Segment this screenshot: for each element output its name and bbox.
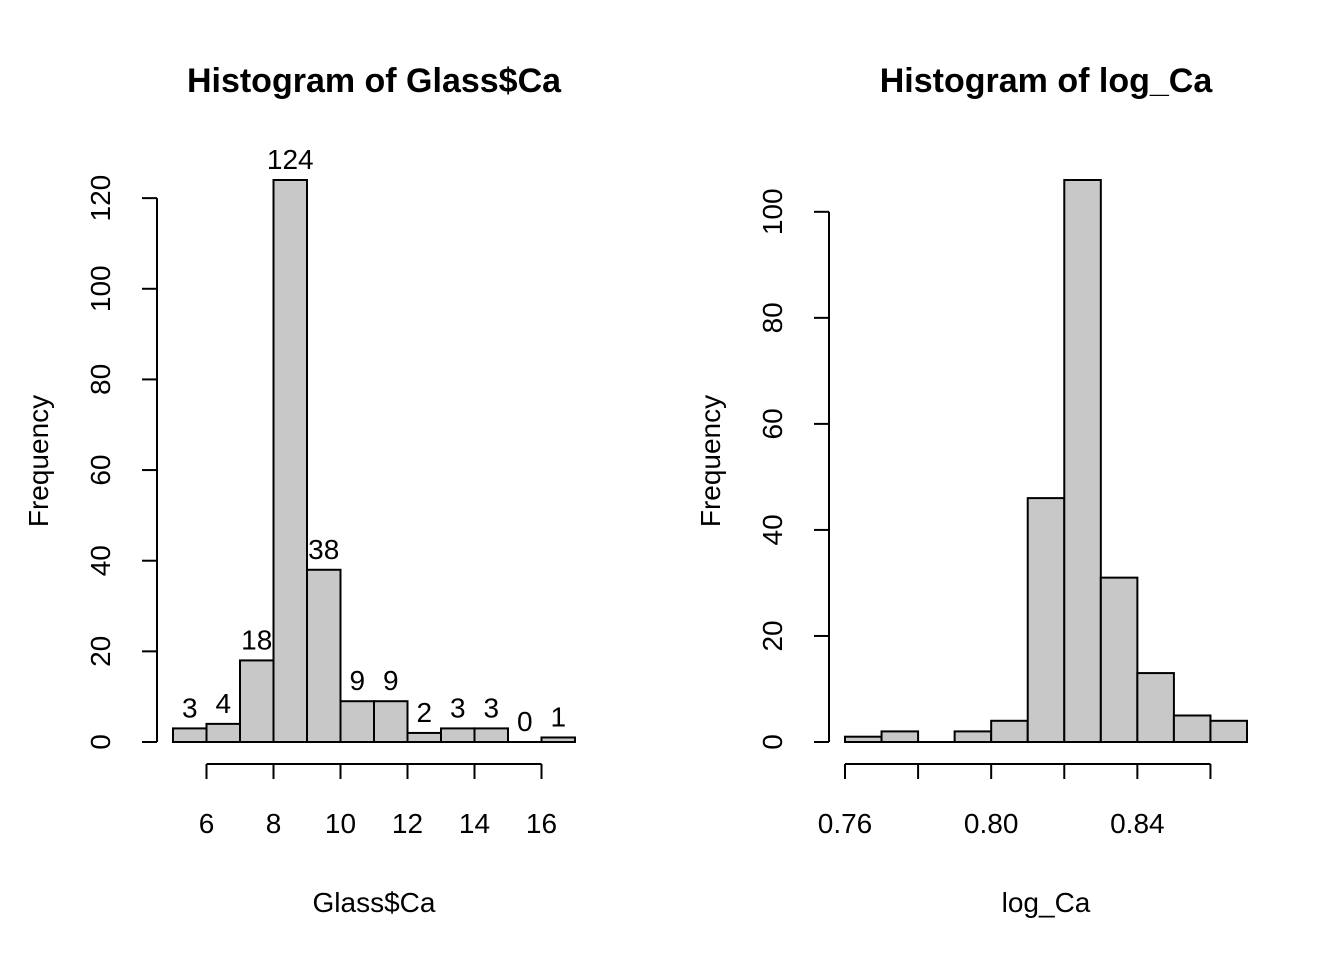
x-tick-label: 0.84	[1110, 808, 1165, 839]
bar-count-label: 38	[308, 534, 339, 565]
y-tick-label: 40	[757, 514, 788, 545]
y-axis: 0 20 40 60 80 100	[757, 188, 830, 750]
y-tick-label: 60	[85, 454, 116, 485]
histogram-bar	[953, 730, 993, 744]
y-axis: 0 20 40 60 80 100 120	[85, 175, 158, 750]
y-axis-label: Frequency	[23, 395, 54, 527]
bar-count-label: 3	[182, 692, 198, 723]
y-tick-label: 100	[85, 265, 116, 312]
y-tick-label: 120	[85, 175, 116, 222]
chart-title: Histogram of log_Ca	[880, 62, 1214, 100]
histogram-bar	[306, 568, 342, 744]
histogram-bar	[540, 736, 576, 743]
x-tick-label: 0.80	[964, 808, 1019, 839]
x-tick-label: 12	[392, 808, 423, 839]
bar-count-label: 9	[383, 665, 399, 696]
bar-count-label: 3	[450, 692, 466, 723]
histogram-bar	[440, 727, 476, 744]
x-axis-label: log_Ca	[1002, 887, 1091, 918]
y-tick-label: 40	[85, 545, 116, 576]
y-tick-label: 20	[85, 636, 116, 667]
bar-count-label: 3	[483, 692, 499, 723]
histogram-bar	[406, 731, 442, 744]
histogram-bar	[1063, 179, 1102, 743]
histogram-bar	[339, 700, 375, 744]
histogram-bar	[272, 179, 308, 743]
bar-count-label: 0	[517, 706, 533, 737]
bar-count-label: 9	[349, 665, 365, 696]
y-tick-label: 60	[757, 408, 788, 439]
bar-count-label: 18	[241, 624, 272, 655]
bar-count-label: 2	[416, 697, 432, 728]
histogram-bar	[172, 727, 208, 744]
histogram-bar	[880, 730, 920, 744]
histogram-bar	[1172, 714, 1212, 743]
histogram-bar	[844, 735, 883, 744]
histogram-bar	[473, 727, 509, 744]
bar-count-label: 1	[550, 701, 566, 732]
y-tick-label: 80	[757, 302, 788, 333]
x-tick-label: 8	[266, 808, 282, 839]
histogram-bar	[1026, 497, 1066, 743]
histogram-panel-log-ca: Histogram of log_Ca log_Ca Frequency 0 20…	[695, 62, 1248, 918]
chart-title: Histogram of Glass$Ca	[187, 62, 562, 100]
y-tick-label: 0	[757, 734, 788, 750]
bars	[172, 179, 576, 744]
x-tick-label: 16	[526, 808, 557, 839]
x-axis-label: Glass$Ca	[313, 887, 436, 918]
y-axis-label: Frequency	[695, 395, 726, 527]
x-axis: 6 8 10 12 14 16	[199, 763, 557, 839]
y-tick-label: 100	[757, 188, 788, 235]
histogram-bar	[205, 722, 241, 743]
histogram-bar	[990, 719, 1029, 743]
histogram-bar	[1099, 576, 1139, 744]
histogram-bar	[239, 659, 275, 743]
bar-count-label: 4	[215, 688, 231, 719]
histogram-bar	[1136, 672, 1175, 744]
y-tick-label: 0	[85, 734, 116, 750]
histogram-bar	[373, 700, 409, 744]
x-tick-label: 10	[325, 808, 356, 839]
bar-count-label: 124	[267, 144, 314, 175]
x-tick-label: 14	[459, 808, 490, 839]
x-axis: 0.76 0.80 0.84	[818, 763, 1212, 839]
bars	[844, 179, 1248, 744]
y-tick-label: 80	[85, 364, 116, 395]
histogram-bar	[1209, 719, 1248, 743]
x-tick-label: 6	[199, 808, 215, 839]
y-tick-label: 20	[757, 620, 788, 651]
x-tick-label: 0.76	[818, 808, 873, 839]
histogram-panel-glass-ca: Histogram of Glass$Ca Glass$Ca Frequency…	[23, 62, 576, 918]
